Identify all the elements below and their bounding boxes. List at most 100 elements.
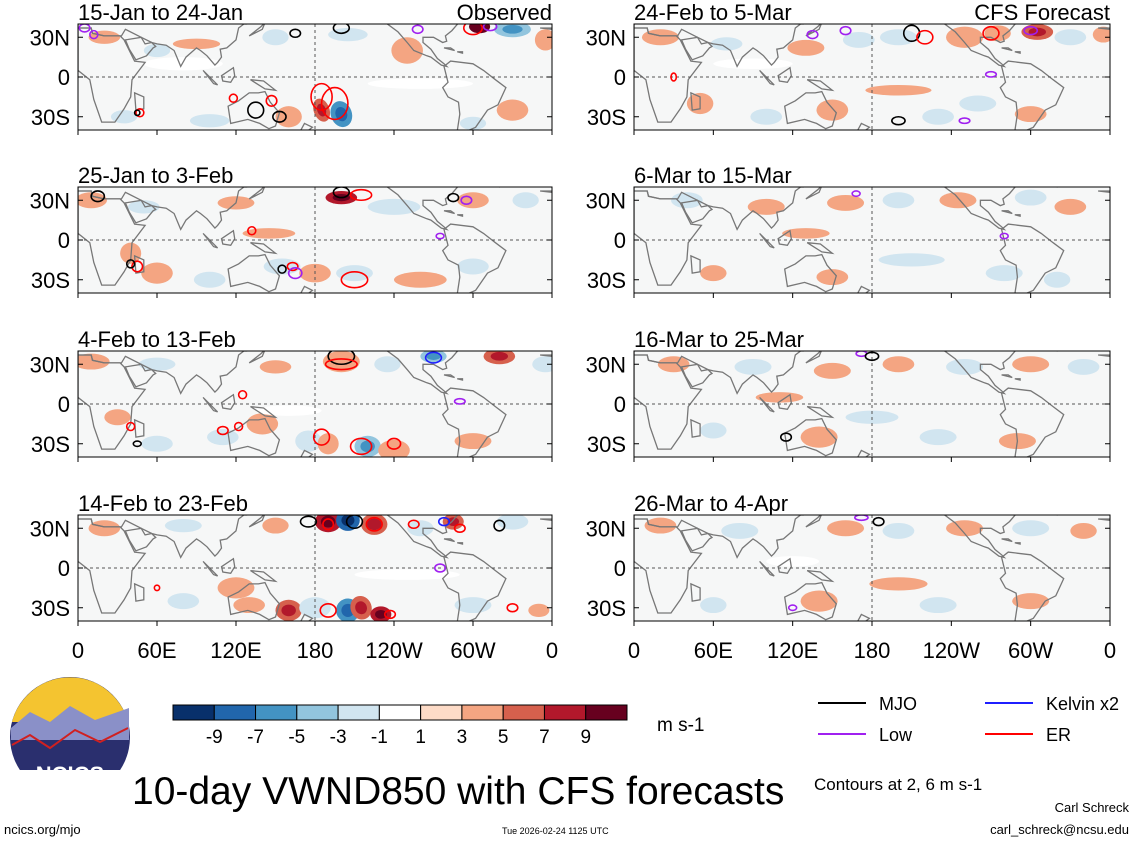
colorbar-label: 7	[539, 727, 550, 748]
coastline	[777, 393, 792, 411]
author-email[interactable]: carl_schreck@ncsu.edu	[990, 822, 1129, 837]
coastline	[759, 560, 775, 577]
contour-low	[287, 267, 303, 280]
colorbar-label: 9	[580, 727, 591, 748]
y-tick-label: 30N	[30, 25, 70, 50]
map-plot-area	[634, 515, 1110, 621]
contour-low	[78, 24, 91, 33]
contour-low	[435, 232, 445, 240]
x-tick-label: 60W	[450, 638, 495, 663]
anomaly-patch	[275, 106, 302, 128]
colorbar-swatch	[420, 704, 463, 721]
anomaly-patch	[336, 265, 373, 282]
y-tick-label: 30S	[31, 105, 70, 130]
coastline	[806, 569, 835, 583]
contour-kelvinx	[437, 516, 451, 527]
coastline	[300, 449, 314, 457]
anomaly-patch	[88, 520, 121, 537]
contour-er	[228, 93, 239, 103]
anomaly-patch	[865, 84, 932, 96]
anomaly-patch	[919, 429, 957, 446]
anomaly-patch	[782, 228, 830, 239]
contour-er	[322, 518, 335, 531]
site-url[interactable]: ncics.org/mjo	[4, 822, 81, 837]
coastline	[386, 351, 459, 395]
anomaly-patch	[128, 200, 160, 214]
anomaly-patch	[457, 258, 489, 275]
y-tick-label: 30N	[586, 352, 626, 377]
contour-er	[135, 108, 145, 118]
contour-mjo	[345, 515, 364, 530]
coastline	[999, 223, 1065, 293]
contour-mjo	[90, 190, 106, 203]
coastline	[248, 187, 266, 200]
anomaly-patch	[1014, 106, 1047, 123]
anomaly-patch	[512, 192, 539, 209]
panel-date-label: 25-Jan to 3-Feb	[78, 163, 233, 188]
coastline	[1098, 190, 1110, 193]
coastline	[441, 223, 507, 293]
coastline	[1056, 187, 1064, 188]
anomaly-patch	[713, 58, 793, 70]
anomaly-patch	[167, 593, 200, 610]
contour-low	[89, 29, 99, 40]
map-panel: 14-Feb to 23-Feb 30N 0 30S	[30, 491, 553, 626]
coastline	[944, 351, 1017, 395]
coastline	[441, 387, 507, 457]
anomaly-patch	[1054, 198, 1087, 215]
anomaly-patch	[1067, 358, 1100, 375]
coastline	[457, 542, 464, 545]
author-name: Carl Schreck	[1054, 800, 1129, 815]
anomaly-patch	[879, 29, 917, 46]
map-plot-area	[78, 24, 552, 130]
coastline	[300, 285, 314, 293]
x-tick-label: 0	[628, 638, 640, 663]
contour-er	[320, 86, 349, 121]
anomaly-patch	[217, 577, 255, 599]
contour-er	[453, 523, 466, 534]
anomaly-core	[490, 351, 509, 361]
contour-er	[506, 602, 519, 613]
coastline	[759, 232, 775, 249]
anomaly-patch	[172, 38, 221, 50]
contour-mjo	[332, 24, 351, 35]
contour-er	[383, 609, 397, 620]
contour-er	[319, 602, 337, 618]
anomaly-patch	[1054, 29, 1087, 46]
anomaly-patch	[394, 271, 447, 288]
coastline	[250, 569, 278, 583]
coastline	[1001, 374, 1013, 379]
coastline	[443, 538, 455, 543]
colorbar-swatch	[213, 704, 257, 721]
colorbar-label: -1	[371, 727, 388, 748]
coastline	[124, 199, 157, 224]
colorbar-swatch	[172, 704, 215, 721]
coastline	[1001, 538, 1013, 543]
contour-mjo	[299, 515, 318, 528]
anomaly-patch	[946, 358, 984, 375]
anomaly-patch	[959, 95, 997, 112]
panel-date-label: 6-Mar to 15-Mar	[634, 163, 792, 188]
colorbar-swatch	[502, 704, 545, 721]
contour-low	[839, 25, 852, 36]
colorbar-swatch	[585, 704, 628, 721]
anomaly-patch	[800, 590, 838, 612]
coastline	[443, 210, 455, 215]
anomaly-core	[341, 515, 355, 527]
contour-er	[265, 94, 278, 107]
y-tick-label: 30N	[30, 188, 70, 213]
logo-text: NCICS	[36, 762, 104, 770]
x-tick-label: 120E	[767, 638, 818, 663]
coastline	[805, 515, 822, 528]
y-tick-label: 30N	[586, 516, 626, 541]
anomaly-patch	[1014, 189, 1047, 206]
anomaly-patch	[827, 520, 865, 537]
coastline	[133, 254, 145, 274]
anomaly-patch	[816, 269, 849, 286]
coastline	[78, 351, 248, 395]
coastline	[250, 79, 278, 92]
contour-low	[958, 117, 971, 125]
anomaly-patch	[496, 515, 529, 530]
anomaly-patch	[700, 422, 727, 439]
coastline	[1001, 210, 1013, 215]
